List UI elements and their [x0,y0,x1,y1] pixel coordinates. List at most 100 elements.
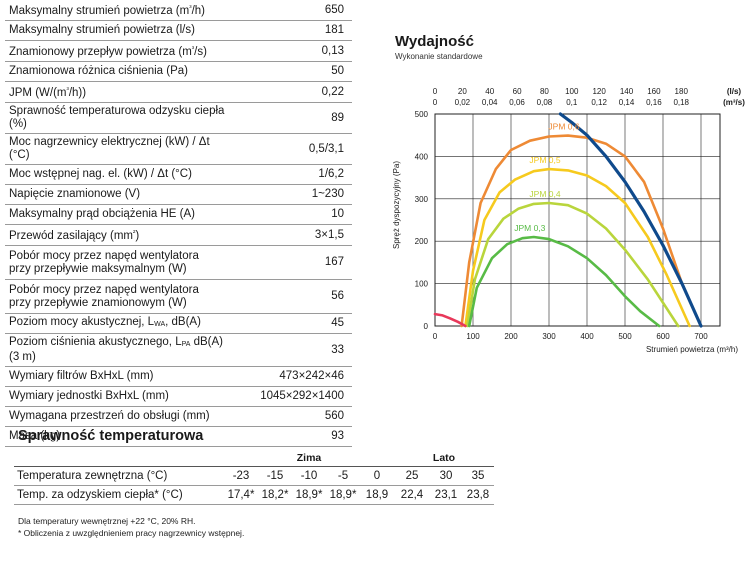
efficiency-row-outdoor: Temperatura zewnętrzna (°C) -23 -15 -10 … [14,466,494,486]
spec-label: Maksymalny strumień powietrza (l/s) [5,20,235,41]
recovered-value: 22,4 [394,485,430,505]
y-tick-label: 500 [415,110,429,119]
recovered-value: 18,2* [258,485,292,505]
spec-value: 89 [235,102,352,134]
spec-label: Wymagana przestrzeń do obsługi (mm) [5,406,235,427]
chart-title: Wydajność [395,33,474,50]
spec-label: Poziom ciśnienia akustycznego, LPA dB(A)… [5,333,235,367]
x-tick-label: 200 [504,332,518,341]
recovered-label: Temp. za odzyskiem ciepła* (°C) [14,485,224,505]
spec-value: 560 [235,406,352,427]
x-tick-label: 500 [618,332,632,341]
spec-label: Znamionowa różnica ciśnienia (Pa) [5,61,235,82]
top-axis-m3s-label: 0 [433,98,438,107]
spec-row: Przewód zasilający (mm²) 3×1,5 [5,224,352,246]
spec-row: Masa (kg) 93 [5,426,352,447]
efficiency-table: Zima Lato Temperatura zewnętrzna (°C) -2… [14,449,494,505]
season-summer: Lato [394,449,494,467]
spec-label: JPM (W/(m³/h)) [5,81,235,103]
spec-row: Poziom mocy akustycznej, LWA, dB(A) 45 [5,313,352,334]
top-axis-ls-label: 120 [592,87,606,96]
spec-label: Masa (kg) [5,426,235,447]
note-preheater: * Obliczenia z uwzględnieniem pracy nagr… [18,528,245,538]
performance-chart: Wydajność Wykonanie standardowe 0 100 200 3… [392,33,745,354]
top-axis-ls-unit: (l/s) [727,87,742,96]
spec-value: 167 [235,245,352,280]
spec-label: Pobór mocy przez napęd wentylatora przy p… [5,245,235,280]
plot-frame [434,113,721,327]
top-axis-m3s-label: 0,04 [482,98,498,107]
spec-label: Moc wstępnej nag. el. (kW) / Δt (°C) [5,164,235,185]
spec-label: Maksymalny strumień powietrza (m³/h) [5,0,235,21]
spec-row: Maksymalny prąd obciążenia HE (A) 10 [5,204,352,225]
outdoor-value: 0 [360,466,394,486]
spec-row: Poziom ciśnienia akustycznego, LPA dB(A)… [5,333,352,367]
spec-row: Sprawność temperaturowa odzysku ciepła (… [5,102,352,134]
y-axis-label: Spręż dyspozycyjny (Pa) [392,161,401,249]
spec-value: 1/6,2 [235,164,352,185]
top-axis-m3s-label: 0,1 [566,98,578,107]
top-axis-m3s-label: 0,02 [455,98,471,107]
series-line-4 [558,112,703,328]
recovered-value: 23,1 [430,485,462,505]
y-tick-label: 300 [415,195,429,204]
spec-label-part: , dB(A) [165,316,201,328]
recovered-value: 18,9 [360,485,394,505]
spec-value: 181 [235,20,352,41]
top-axis-ls-label: 160 [647,87,661,96]
top-axis-ls-label: 20 [458,87,467,96]
top-axis-m3s-label: 0,08 [537,98,553,107]
x-tick-label: 600 [656,332,670,341]
spec-value: 45 [235,313,352,334]
top-axis-ls-label: 0 [433,87,438,96]
spec-value: 93 [235,426,352,447]
spec-label: Pobór mocy przez napęd wentylatora przy p… [5,279,235,314]
spec-row: Napięcie znamionowe (V) 1~230 [5,184,352,205]
chart-subtitle: Wykonanie standardowe [395,52,483,61]
series-line-jpm-0-3 [467,235,661,328]
top-axis-ls-label: 100 [565,87,579,96]
spec-label: Przewód zasilający (mm²) [5,224,235,246]
outdoor-value: -5 [326,466,360,486]
spec-label: Wymiary filtrów BxHxL (mm) [5,366,235,387]
outdoor-value: -23 [224,466,258,486]
spec-value: 10 [235,204,352,225]
spec-label: Napięcie znamionowe (V) [5,184,235,205]
outdoor-value: -10 [292,466,326,486]
spec-row: Wymiary jednostki BxHxL (mm) 1045×292×140… [5,386,352,407]
outdoor-value: 30 [430,466,462,486]
spec-value: 3×1,5 [235,224,352,246]
spec-value: 56 [235,279,352,314]
spec-label: Znamionowy przepływ powietrza (m³/s) [5,40,235,62]
series-line-5 [433,312,467,328]
top-axis-m3s-label: 0,12 [591,98,607,107]
spec-label: Moc nagrzewnicy elektrycznej (kW) / Δt (… [5,133,235,165]
spec-label: Maksymalny prąd obciążenia HE (A) [5,204,235,225]
series-line-jpm-0-6 [460,134,703,328]
spec-value: 1~230 [235,184,352,205]
top-axis-m3s-label: 0,14 [619,98,635,107]
spec-row: JPM (W/(m³/h)) 0,22 [5,81,352,103]
spec-row: Wymiary filtrów BxHxL (mm) 473×242×46 [5,366,352,387]
series-label: JPM 0,5 [529,155,560,165]
spec-value: 0,5/3,1 [235,133,352,165]
spec-row: Maksymalny strumień powietrza (l/s) 181 [5,20,352,41]
series-line-jpm-0-5 [464,167,691,328]
y-tick-label: 0 [424,322,429,331]
recovered-value: 23,8 [462,485,494,505]
series-label: JPM 0,3 [514,223,545,233]
spec-label: Sprawność temperaturowa odzysku ciepła (… [5,102,235,134]
spec-value: 473×242×46 [235,366,352,387]
outdoor-label: Temperatura zewnętrzna (°C) [14,466,224,486]
outdoor-value: -15 [258,466,292,486]
recovered-value: 18,9* [292,485,326,505]
spec-value: 33 [235,333,352,367]
spec-label-subscript: WA [154,321,166,328]
x-tick-label: 100 [466,332,480,341]
spec-label-part: dB(A) (3 m) [9,336,224,363]
spec-row: Pobór mocy przez napęd wentylatora przy p… [5,279,352,314]
top-axis-m3s-label: 0,18 [673,98,689,107]
top-axis-ls-label: 180 [675,87,689,96]
season-winter: Zima [224,449,394,467]
spec-label-line: Pobór mocy przez napęd wentylatora [9,249,199,262]
